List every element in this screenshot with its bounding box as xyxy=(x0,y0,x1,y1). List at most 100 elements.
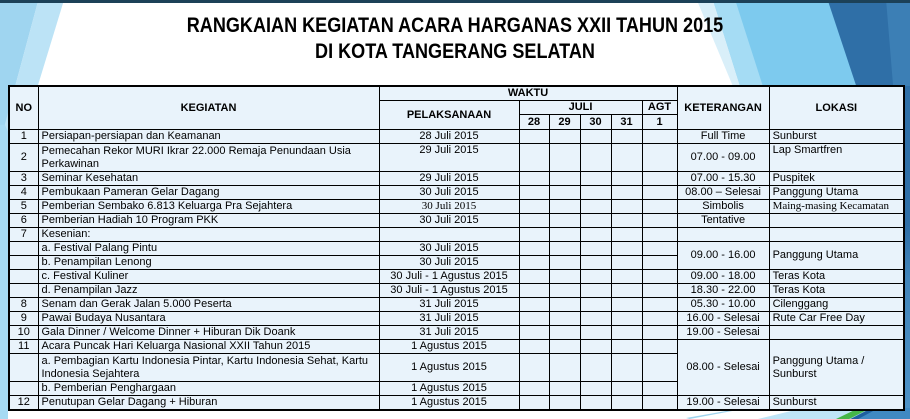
cell-no: 6 xyxy=(8,213,39,228)
gantt-cell xyxy=(548,185,581,200)
cell-pelaksanaan: 1 Agustus 2015 xyxy=(378,353,520,382)
cell-pelaksanaan: 30 Juli 2015 xyxy=(378,241,520,256)
gantt-cell xyxy=(548,143,581,172)
gantt-cell xyxy=(518,143,550,172)
gantt-cell xyxy=(548,255,581,270)
cell-no xyxy=(8,381,39,396)
cell-no: 7 xyxy=(8,227,39,242)
cell-lokasi: Panggung Utama / Sunburst xyxy=(768,339,905,396)
gantt-cell xyxy=(579,129,612,144)
gantt-cell xyxy=(518,171,550,186)
cell-lokasi: Puspitek xyxy=(768,171,905,186)
table-row: 1 Persiapan-persiapan dan Keamanan 28 Ju… xyxy=(8,129,905,144)
gantt-cell xyxy=(548,227,581,242)
cell-keterangan: Full Time xyxy=(676,129,770,144)
gantt-cell xyxy=(641,353,678,382)
header-row-2: PELAKSANAAN JULI AGT xyxy=(9,100,904,130)
gantt-cell xyxy=(610,227,643,242)
cell-keterangan: 07.00 - 15.30 xyxy=(676,171,770,186)
gantt-cell xyxy=(610,269,643,284)
title-line-2: DI KOTA TANGERANG SELATAN xyxy=(315,40,595,63)
cell-no xyxy=(8,255,39,270)
gantt-cell xyxy=(579,185,612,200)
gantt-cell xyxy=(610,311,643,326)
header-waktu: WAKTU xyxy=(378,85,678,101)
gantt-cell xyxy=(579,227,612,242)
gantt-cell xyxy=(641,381,678,396)
gantt-cell xyxy=(610,213,643,228)
cell-kegiatan: a. Pembagian Kartu Indonesia Pintar, Kar… xyxy=(37,353,380,382)
cell-lokasi: Teras Kota xyxy=(768,283,905,298)
cell-no: 2 xyxy=(8,143,39,172)
cell-pelaksanaan: 30 Juli - 1 Agustus 2015 xyxy=(378,269,520,284)
cell-keterangan: 16.00 - Selesai xyxy=(676,311,770,326)
cell-lokasi: Cilenggang xyxy=(768,297,905,312)
gantt-cell xyxy=(641,241,678,256)
cell-keterangan: Simbolis xyxy=(676,199,770,214)
table-row: 2 Pemecahan Rekor MURI Ikrar 22.000 Rema… xyxy=(8,143,905,172)
table-row: 3 Seminar Kesehatan 29 Juli 2015 07.00 -… xyxy=(8,171,905,186)
header-keterangan: KETERANGAN xyxy=(676,85,770,130)
header-row-1: NO KEGIATAN WAKTU KETERANGAN LOKASI xyxy=(8,85,905,130)
gantt-cell xyxy=(610,381,643,396)
cell-pelaksanaan: 30 Juli 2015 xyxy=(378,199,520,214)
cell-kegiatan: Senam dan Gerak Jalan 5.000 Peserta xyxy=(37,297,380,312)
gantt-cell xyxy=(641,255,678,270)
cell-no: 11 xyxy=(8,339,39,354)
cell-no: 4 xyxy=(8,185,39,200)
cell-kegiatan: Kesenian: xyxy=(37,227,380,242)
cell-pelaksanaan: 30 Juli 2015 xyxy=(378,213,520,228)
cell-kegiatan: Acara Puncak Hari Keluarga Nasional XXII… xyxy=(37,339,380,354)
gantt-cell xyxy=(518,353,550,382)
header-day-29: 29 xyxy=(548,114,581,130)
gantt-cell xyxy=(518,395,550,411)
title-line-1: RANGKAIAN KEGIATAN ACARA HARGANAS XXII T… xyxy=(186,14,724,37)
gantt-cell xyxy=(641,297,678,312)
cell-kegiatan: b. Pemberian Penghargaan xyxy=(37,381,380,396)
table-row: c. Festival Kuliner 30 Juli - 1 Agustus … xyxy=(8,269,905,284)
schedule-table: NO KEGIATAN WAKTU KETERANGAN LOKASI PELA… xyxy=(8,85,906,411)
gantt-cell xyxy=(579,255,612,270)
gantt-cell xyxy=(579,353,612,382)
cell-kegiatan: b. Penampilan Lenong xyxy=(37,255,380,270)
cell-pelaksanaan: 1 Agustus 2015 xyxy=(378,339,520,354)
table-row: d. Penampilan Jazz 30 Juli - 1 Agustus 2… xyxy=(8,283,905,298)
gantt-cell xyxy=(548,395,581,411)
gantt-cell xyxy=(610,241,643,256)
gantt-cell xyxy=(518,255,550,270)
decor-bottom-right-line xyxy=(686,407,748,419)
gantt-cell xyxy=(518,311,550,326)
cell-keterangan: 09.00 - 16.00 xyxy=(676,241,770,270)
decor-right-edge xyxy=(902,86,910,419)
gantt-cell xyxy=(641,185,678,200)
gantt-cell xyxy=(518,269,550,284)
cell-kegiatan: Pembukaan Pameran Gelar Dagang xyxy=(37,185,380,200)
cell-lokasi xyxy=(768,213,905,228)
cell-lokasi xyxy=(768,325,905,340)
gantt-cell xyxy=(518,283,550,298)
table-row: 12 Penutupan Gelar Dagang + Hiburan 1 Ag… xyxy=(8,395,905,411)
cell-lokasi: Teras Kota xyxy=(768,269,905,284)
gantt-cell xyxy=(548,381,581,396)
table-row: 8 Senam dan Gerak Jalan 5.000 Peserta 31… xyxy=(8,297,905,312)
gantt-cell xyxy=(579,171,612,186)
cell-lokasi: Rute Car Free Day xyxy=(768,311,905,326)
gantt-cell xyxy=(518,227,550,242)
header-day-1: 1 xyxy=(641,114,678,130)
table-row: 11 Acara Puncak Hari Keluarga Nasional X… xyxy=(8,339,905,396)
cell-keterangan: Tentative xyxy=(676,213,770,228)
decor-top-right-band xyxy=(886,0,910,86)
cell-pelaksanaan: 30 Juli 2015 xyxy=(378,185,520,200)
cell-lokasi: Lap Smartfren xyxy=(768,143,905,172)
table-row: 9 Pawai Budaya Nusantara 31 Juli 2015 16… xyxy=(8,311,905,326)
cell-lokasi: Panggung Utama xyxy=(768,241,905,270)
gantt-cell xyxy=(641,283,678,298)
cell-kegiatan: Penutupan Gelar Dagang + Hiburan xyxy=(37,395,380,411)
gantt-cell xyxy=(610,353,643,382)
header-day-28: 28 xyxy=(518,114,550,130)
gantt-cell xyxy=(641,395,678,411)
gantt-cell xyxy=(641,171,678,186)
gantt-cell xyxy=(548,171,581,186)
cell-no xyxy=(8,269,39,284)
gantt-cell xyxy=(548,129,581,144)
